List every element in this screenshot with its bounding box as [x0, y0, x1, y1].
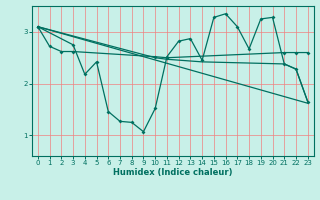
X-axis label: Humidex (Indice chaleur): Humidex (Indice chaleur)	[113, 168, 233, 177]
